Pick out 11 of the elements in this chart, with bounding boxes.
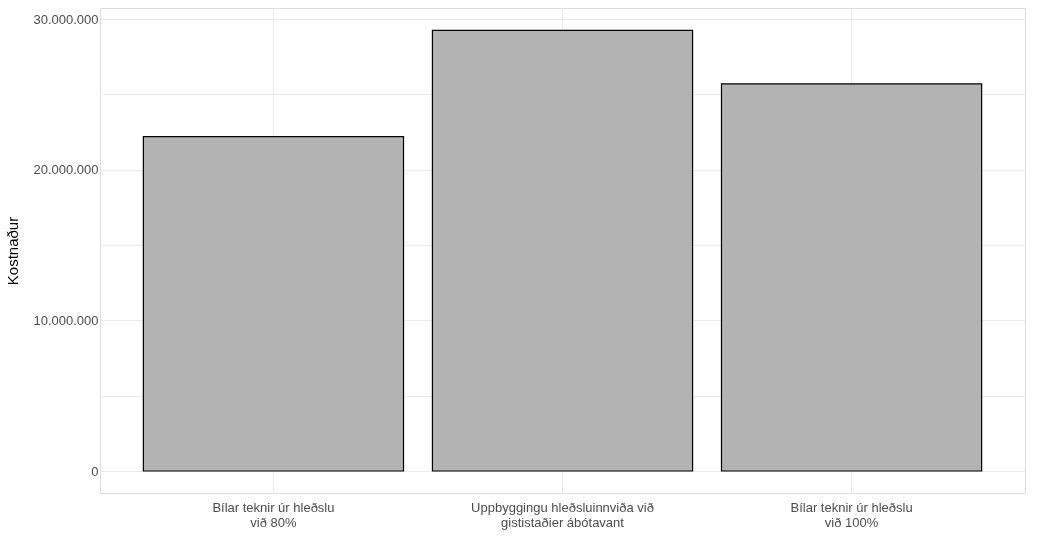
y-axis-title: Kostnaður	[4, 216, 22, 286]
y-tick-label: 10.000.000	[33, 312, 99, 328]
x-tick-label: Bílar teknir úr hleðslu við 80%	[212, 499, 335, 530]
bar	[720, 83, 983, 472]
y-tick-label: 30.000.000	[33, 11, 99, 27]
x-tick-label: Uppbyggingu hleðsluinnviða við gististaðier ábótavant	[471, 499, 654, 530]
bar	[431, 29, 694, 472]
y-tick-label: 20.000.000	[33, 162, 99, 178]
bar	[142, 136, 405, 472]
x-tick-label: Bílar teknir úr hleðslu við 100%	[790, 499, 913, 530]
y-tick-label: 0	[91, 463, 99, 479]
